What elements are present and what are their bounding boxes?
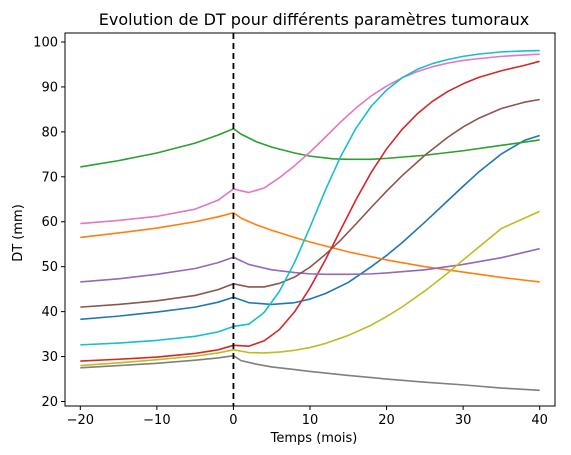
y-tick-label: 80 [41, 125, 58, 140]
y-tick-label: 20 [41, 395, 58, 410]
series-line-10 [80, 49, 540, 346]
plot-frame [64, 32, 556, 407]
chart-title: Evolution de DT pour différents paramètr… [99, 10, 529, 29]
x-tick-label: −20 [67, 413, 94, 428]
series-line-8 [80, 354, 540, 392]
x-tick-label: −10 [143, 413, 170, 428]
x-axis: −20 −10 0 10 20 30 40 [67, 406, 548, 428]
y-tick-label: 50 [41, 260, 58, 275]
y-tick-label: 60 [41, 215, 58, 230]
x-tick-label: 0 [229, 413, 237, 428]
series-line-5 [80, 247, 540, 283]
x-tick-label: 40 [531, 413, 548, 428]
y-axis: 20 30 40 50 60 70 80 90 100 [33, 35, 65, 410]
series-line-1 [80, 134, 540, 321]
x-tick-label: 10 [302, 413, 319, 428]
y-tick-label: 100 [33, 35, 58, 50]
series-line-6 [80, 98, 540, 308]
y-axis-label: DT (mm) [11, 204, 26, 262]
y-tick-label: 90 [41, 80, 58, 95]
series-line-9 [80, 210, 541, 367]
x-tick-label: 20 [378, 413, 395, 428]
series-line-7 [80, 53, 540, 225]
y-tick-label: 30 [41, 350, 58, 365]
plot-area [80, 33, 541, 406]
x-tick-label: 30 [455, 413, 472, 428]
y-tick-label: 40 [41, 305, 58, 320]
y-tick-label: 70 [41, 170, 58, 185]
x-axis-label: Temps (mois) [270, 431, 358, 446]
series-line-4 [80, 60, 540, 362]
